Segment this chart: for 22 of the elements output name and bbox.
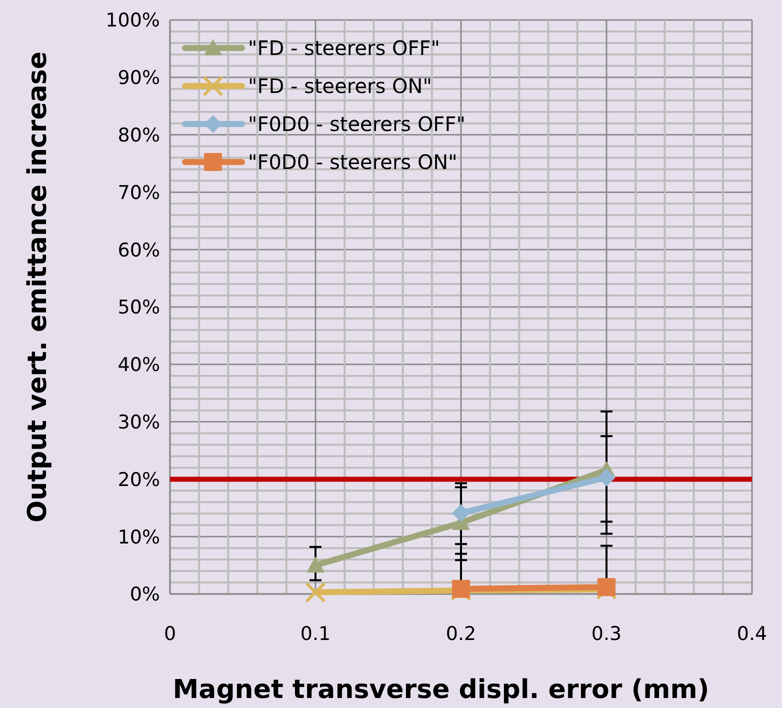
y-tick-label: 70% <box>118 182 160 204</box>
y-tick-label: 30% <box>118 411 160 434</box>
x-tick-label: 0 <box>164 623 176 645</box>
legend-label: "FD - steerers OFF" <box>248 36 440 60</box>
legend-label: "F0D0 - steerers ON" <box>248 150 458 174</box>
x-tick-label: 0.1 <box>300 623 331 645</box>
y-axis-title: Output vert. emittance increase <box>23 52 53 522</box>
x-axis-title: Magnet transverse displ. error (mm) <box>172 675 710 705</box>
y-tick-label: 80% <box>118 124 160 146</box>
y-tick-label: 0% <box>130 584 160 606</box>
legend-label: "FD - steerers ON" <box>248 74 432 98</box>
legend-label: "F0D0 - steerers OFF" <box>248 112 466 136</box>
y-tick-label: 10% <box>118 526 160 548</box>
x-tick-label: 0.4 <box>736 623 768 645</box>
y-tick-label: 40% <box>118 354 160 376</box>
y-tick-label: 100% <box>106 10 160 32</box>
y-tick-label: 20% <box>118 468 160 491</box>
y-tick-label: 60% <box>118 239 160 262</box>
y-tick-label: 50% <box>118 296 160 319</box>
x-tick-label: 0.3 <box>591 623 622 645</box>
x-tick-label: 0.2 <box>446 623 476 645</box>
y-tick-label: 90% <box>118 67 160 90</box>
